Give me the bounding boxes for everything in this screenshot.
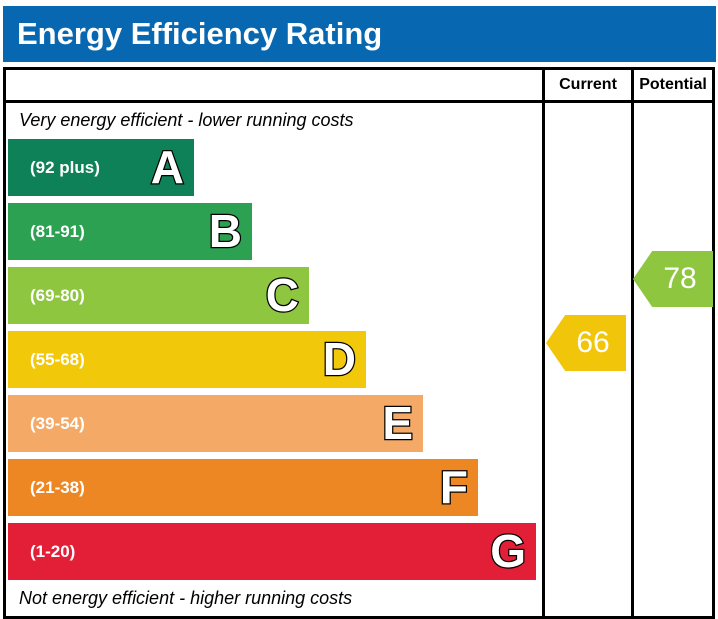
band-range-label-E: (39-54)	[30, 413, 85, 433]
band-range-label-C: (69-80)	[30, 285, 85, 305]
current-rating-value: 66	[576, 326, 610, 359]
bottom-note: Not energy efficient - higher running co…	[19, 588, 353, 608]
band-letter-E: E	[381, 396, 414, 451]
potential-rating-arrow: 78	[633, 251, 713, 307]
band-range-label-G: (1-20)	[30, 541, 76, 561]
band-letter-A: A	[150, 140, 186, 195]
band-bar-E: (39-54) E	[8, 395, 423, 452]
band-bar-A: (92 plus) A	[8, 139, 194, 196]
chart-title-bar: Energy Efficiency Rating	[3, 6, 716, 62]
band-bar-C: (69-80) C	[8, 267, 309, 324]
band-range-label-B: (81-91)	[30, 221, 85, 241]
column-divider-potential	[631, 70, 634, 616]
band-letter-C: C	[265, 268, 301, 323]
top-note: Very energy efficient - lower running co…	[19, 110, 354, 130]
band-letter-D: D	[322, 332, 358, 387]
band-letter-G: G	[489, 524, 527, 579]
table-header-row	[6, 70, 712, 103]
band-bar-G: (1-20) G	[8, 523, 536, 580]
band-bar-B: (81-91) B	[8, 203, 252, 260]
column-divider-current	[542, 70, 545, 616]
band-range-label-F: (21-38)	[30, 477, 85, 497]
band-range-label-D: (55-68)	[30, 349, 85, 369]
chart-title: Energy Efficiency Rating	[17, 16, 383, 51]
current-rating-arrow: 66	[546, 315, 626, 371]
rating-table: Current Potential Very energy efficient …	[3, 67, 715, 619]
band-bar-D: (55-68) D	[8, 331, 366, 388]
band-bar-F: (21-38) F	[8, 459, 478, 516]
potential-rating-value: 78	[663, 262, 697, 295]
band-range-label-A: (92 plus)	[30, 157, 100, 177]
column-header-potential: Potential	[639, 76, 707, 93]
band-letter-F: F	[439, 460, 470, 515]
column-header-current: Current	[559, 76, 617, 93]
band-letter-B: B	[208, 204, 244, 259]
